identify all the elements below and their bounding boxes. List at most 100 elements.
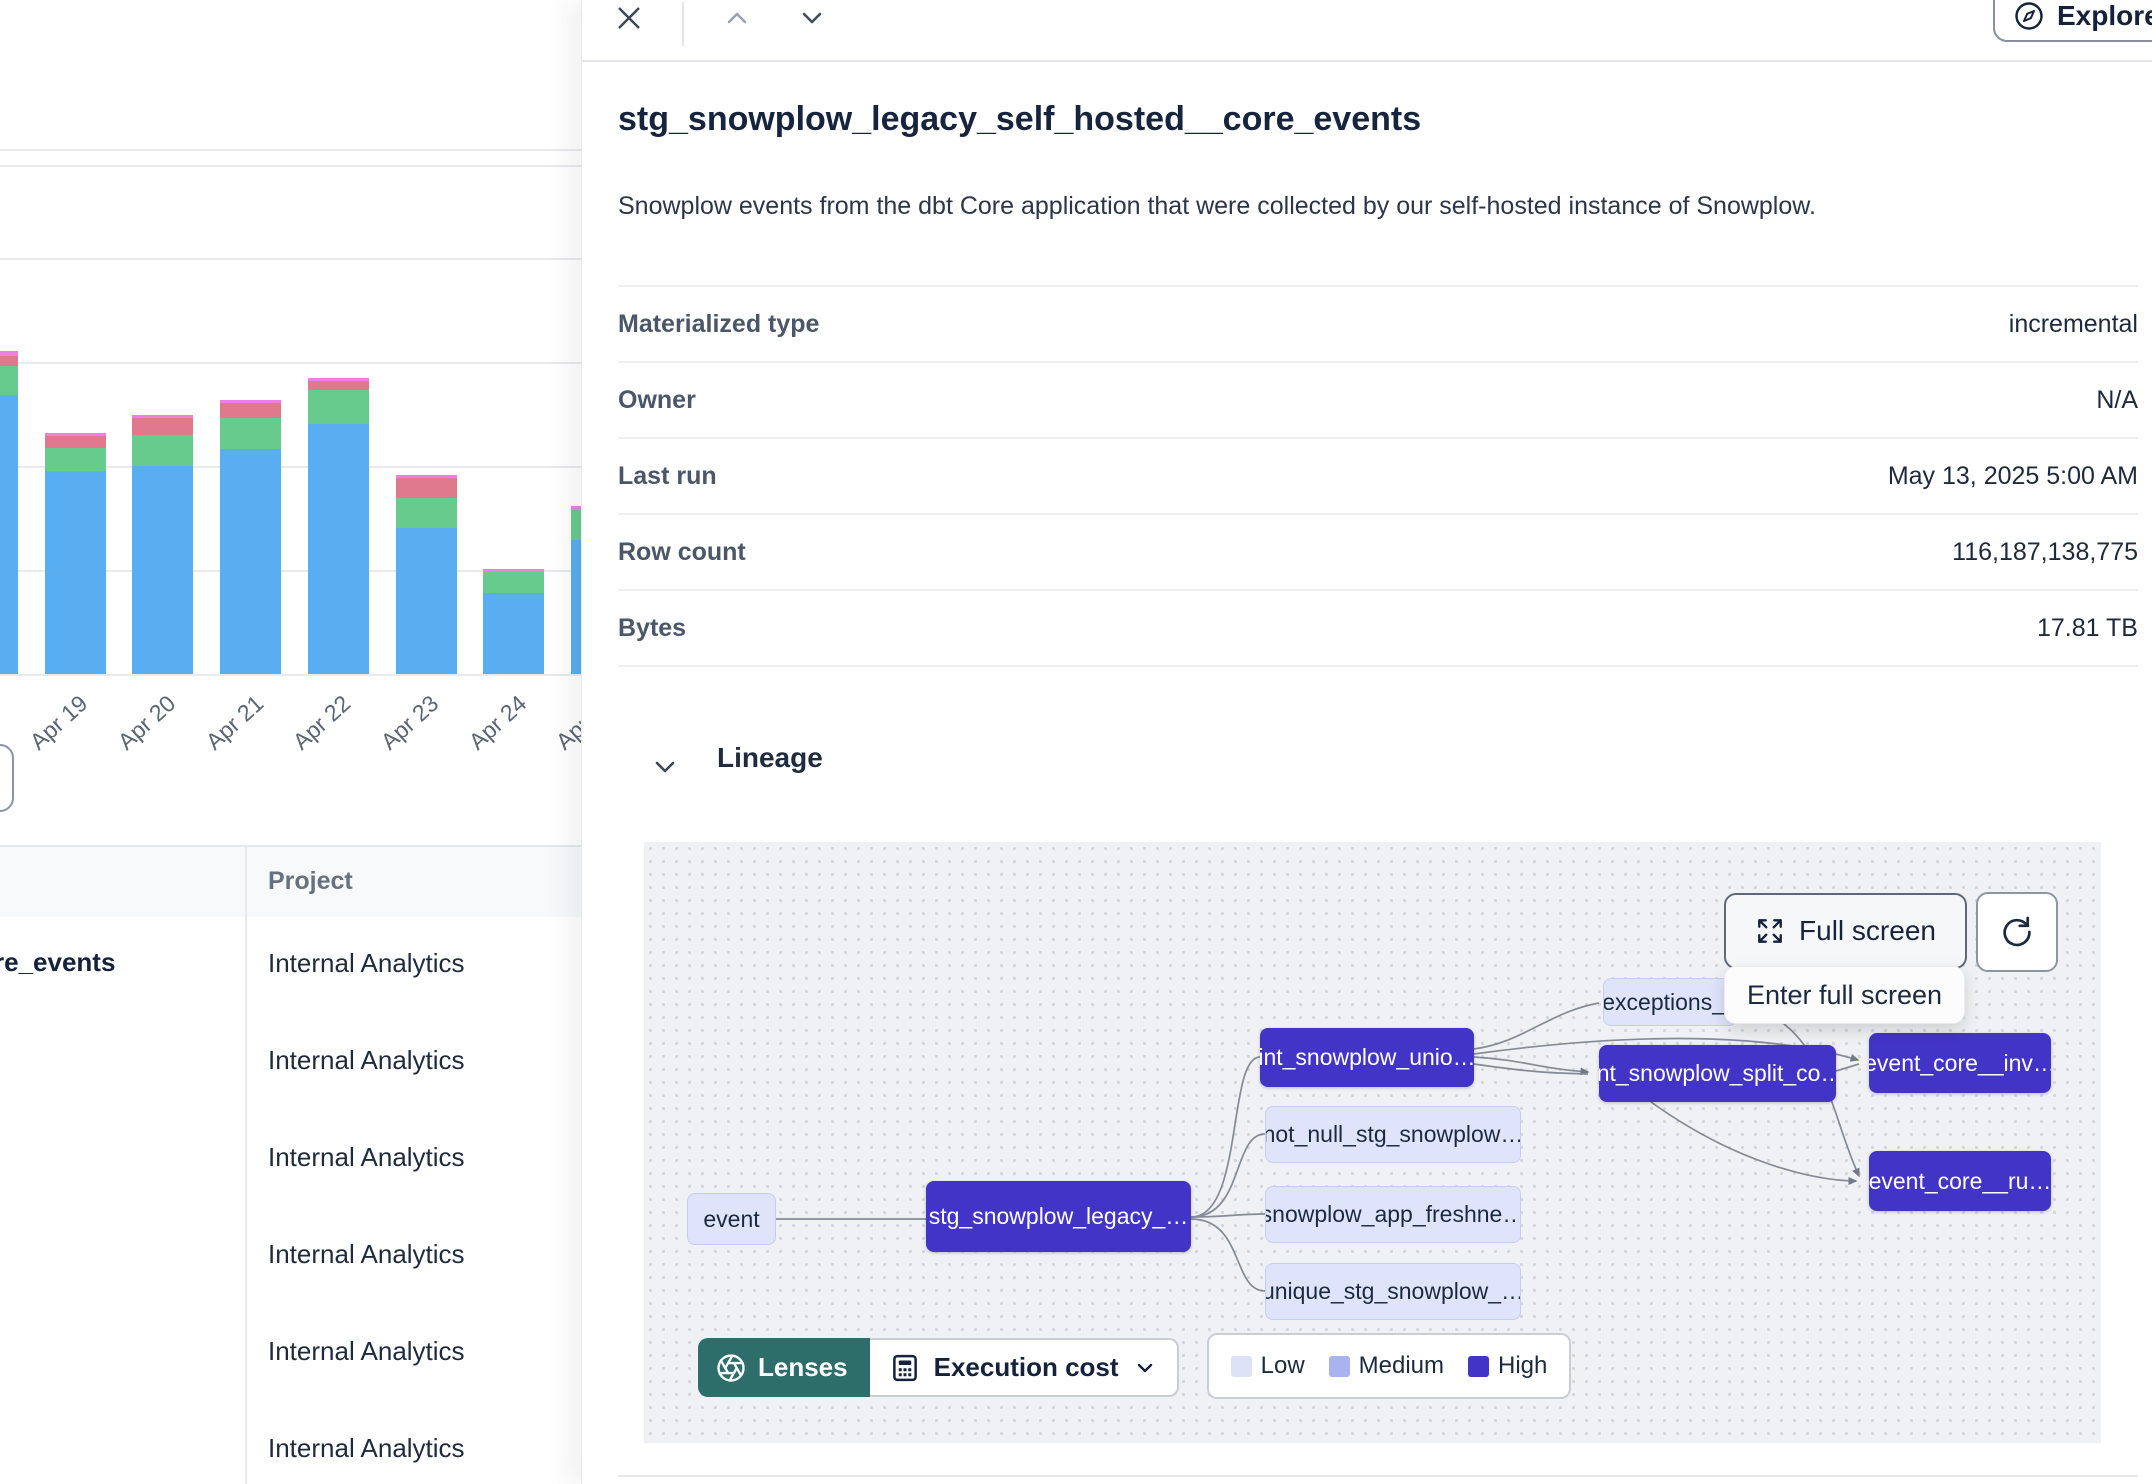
- x-axis-label: Apr 24: [463, 690, 532, 755]
- lineage-node-int_snowplow_split_co[interactable]: int_snowplow_split_co…: [1599, 1045, 1836, 1102]
- lineage-canvas[interactable]: event stg_snowplow_legacy_… int_snowplow_u…: [644, 842, 2101, 1443]
- metadata-value: N/A: [2096, 385, 2138, 414]
- lineage-node-snowplow_app_freshne[interactable]: snowplow_app_freshne…: [1265, 1186, 1521, 1243]
- execution-cost-label: Execution cost: [933, 1352, 1119, 1382]
- bar-apr-18[interactable]: [0, 351, 18, 674]
- bar-apr-20[interactable]: [132, 415, 194, 674]
- metadata-value: 116,187,138,775: [1952, 537, 2138, 566]
- metadata-label: Last run: [618, 461, 717, 490]
- table-row[interactable]: Internal Analytics: [0, 1014, 585, 1113]
- table-row[interactable]: Internal Analytics: [0, 1208, 585, 1307]
- background-page: Apr 19 Apr 20 Apr 21 Apr 22 Apr 23 Apr 24 Apr …: [0, 0, 640, 1484]
- fullscreen-tooltip: Enter full screen: [1724, 966, 1965, 1024]
- compass-icon: [2015, 2, 2043, 30]
- legend-label: Medium: [1358, 1352, 1445, 1379]
- table-row[interactable]: Internal Analytics: [0, 1305, 585, 1404]
- legend-item-high: High: [1468, 1352, 1547, 1380]
- bar-segment-series-magenta: [395, 475, 457, 478]
- close-button[interactable]: [612, 1, 646, 35]
- model-name-cell[interactable]: re_events: [0, 947, 116, 977]
- bar-segment-series-magenta: [220, 400, 282, 403]
- metadata-row: Row count 116,187,138,775: [618, 513, 2138, 589]
- lineage-node-unique_stg_snowplow_[interactable]: unique_stg_snowplow_…: [1265, 1263, 1521, 1320]
- lenses-label: Lenses: [758, 1352, 848, 1382]
- lineage-section-title: Lineage: [717, 742, 823, 773]
- table-row[interactable]: Internal Analytics: [0, 1111, 585, 1210]
- lineage-node-exceptions_2[interactable]: exceptions_2: [1603, 978, 1737, 1026]
- lineage-node-event[interactable]: event: [687, 1193, 776, 1245]
- explore-label: Explore: [2057, 0, 2152, 31]
- bar-segment-series-magenta: [307, 378, 369, 381]
- refresh-button[interactable]: [1976, 892, 2058, 972]
- metadata-row: Owner N/A: [618, 361, 2138, 437]
- bar-segment-series-red: [44, 436, 106, 448]
- lineage-collapse-toggle[interactable]: [650, 752, 680, 782]
- metadata-table: Materialized type incremental Owner N/A Last…: [618, 285, 2138, 667]
- explore-button[interactable]: Explore: [1993, 0, 2152, 42]
- lineage-node-not_null_stg_snowplow[interactable]: not_null_stg_snowplow…: [1265, 1106, 1521, 1163]
- project-cell: Internal Analytics: [268, 1336, 465, 1366]
- project-cell: Internal Analytics: [268, 1045, 465, 1075]
- clipped-filter-pill[interactable]: [0, 744, 14, 812]
- card-divider-line: [0, 149, 585, 151]
- bar-segment-series-blue: [220, 449, 282, 674]
- project-cell: Internal Analytics: [268, 1433, 465, 1463]
- fullscreen-label: Full screen: [1799, 915, 1936, 946]
- lineage-node-event_core__ru[interactable]: event_core__ru…: [1869, 1151, 2051, 1211]
- bar-segment-series-magenta: [44, 433, 106, 436]
- calculator-icon: [892, 1354, 917, 1381]
- bar-segment-series-blue: [132, 466, 194, 674]
- bar-segment-series-red: [395, 478, 457, 498]
- table-row[interactable]: re_events Internal Analytics: [0, 917, 585, 1016]
- bar-apr-19[interactable]: [44, 433, 106, 674]
- bar-apr-23[interactable]: [395, 475, 457, 674]
- project-cell: Internal Analytics: [268, 1142, 465, 1172]
- chart-gridline: [0, 570, 585, 572]
- x-axis-label: Apr 22: [287, 690, 356, 755]
- bar-segment-series-green: [395, 498, 457, 528]
- metadata-row: Materialized type incremental: [618, 285, 2138, 361]
- page-title: stg_snowplow_legacy_self_hosted__core_ev…: [618, 100, 1422, 138]
- bar-segment-series-blue: [44, 471, 106, 674]
- expand-icon: [1758, 919, 1782, 943]
- bar-segment-series-blue: [0, 395, 18, 674]
- lenses-control-group: Lenses Execution cost: [698, 1338, 1179, 1397]
- lineage-node-stg_snowplow_legacy_[interactable]: stg_snowplow_legacy_…: [926, 1181, 1191, 1252]
- table-header-row: Project: [0, 845, 585, 921]
- table-row[interactable]: Internal Analytics: [0, 1402, 585, 1484]
- section-divider: [618, 1475, 2138, 1477]
- topbar-divider: [682, 2, 684, 46]
- card-divider-line: [0, 165, 585, 167]
- bar-apr-22[interactable]: [307, 378, 369, 674]
- close-icon: [618, 7, 640, 29]
- x-axis-label: Apr 21: [200, 690, 268, 755]
- metadata-value: May 13, 2025 5:00 AM: [1887, 461, 2138, 490]
- chart-gridline: [0, 362, 585, 364]
- lineage-node-event_core__inv[interactable]: event_core__inv…: [1869, 1033, 2051, 1093]
- execution-cost-dropdown[interactable]: Execution cost: [869, 1338, 1179, 1397]
- bar-apr-24[interactable]: [483, 569, 545, 674]
- metadata-row: Bytes 17.81 TB: [618, 589, 2138, 667]
- bar-segment-series-red: [220, 403, 282, 418]
- bar-segment-series-blue: [307, 424, 369, 674]
- lenses-button[interactable]: Lenses: [698, 1338, 870, 1397]
- panel-topbar: Explore: [582, 0, 2152, 62]
- bar-apr-21[interactable]: [220, 400, 282, 674]
- legend-item-medium: Medium: [1328, 1352, 1445, 1380]
- next-item-button[interactable]: [795, 1, 829, 35]
- legend-label: Low: [1260, 1352, 1305, 1379]
- chart-gridline: [0, 466, 585, 468]
- prev-item-button[interactable]: [720, 1, 754, 35]
- execution-cost-legend: Low Medium High: [1207, 1333, 1571, 1399]
- lineage-node-int_snowplow_unio[interactable]: int_snowplow_unio…: [1260, 1028, 1474, 1087]
- bar-segment-series-blue: [395, 528, 457, 674]
- metadata-value: incremental: [2008, 309, 2138, 338]
- chevron-up-icon: [727, 12, 747, 24]
- fullscreen-button[interactable]: Full screen: [1724, 893, 1967, 969]
- aperture-icon: [717, 1353, 745, 1382]
- chart-baseline: [0, 674, 585, 676]
- refresh-icon: [2003, 916, 2031, 947]
- bar-segment-series-green: [483, 572, 545, 593]
- model-details-panel: Explore stg_snowplow_legacy_self_hosted_…: [581, 0, 2152, 1484]
- bar-segment-series-green: [307, 390, 369, 424]
